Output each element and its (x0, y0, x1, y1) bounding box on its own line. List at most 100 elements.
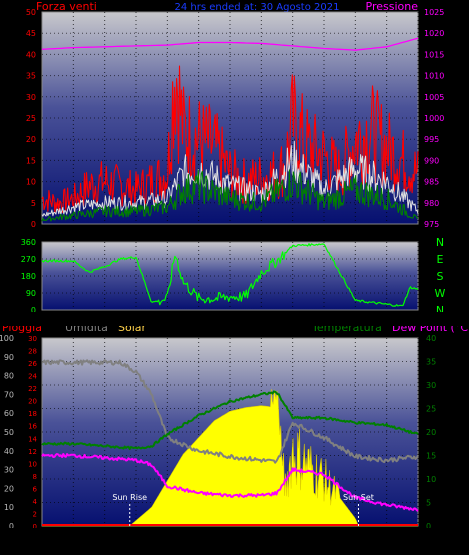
spacer (0, 238, 469, 242)
temperature-series-line (41, 390, 419, 451)
y-tick-label-right: 20 (426, 428, 436, 437)
x-tick-label: 04 (99, 316, 111, 326)
x-tick-label: 14 (256, 316, 268, 326)
x-tick-label: 12 (224, 316, 235, 326)
y-tick-label-right: 980 (424, 199, 439, 208)
y-tick-label-left: 35 (26, 72, 36, 81)
x-tick-label: 20 (350, 316, 362, 326)
x-tick-label: 16 (287, 230, 299, 240)
y-tick-label-left-inner: 26 (28, 360, 37, 368)
y-tick-label-right: 1010 (424, 72, 444, 81)
x-tick-label: 04 (99, 230, 111, 240)
x-tick-label: 22 (381, 316, 392, 326)
sunset-label: Sun Set (343, 493, 374, 502)
x-tick-label: 12 (224, 230, 235, 240)
y-tick-label-left-inner: 18 (28, 410, 37, 418)
y-tick-label-left-inner: 2 (33, 510, 37, 518)
x-tick-label: 18 (318, 316, 330, 326)
y-tick-label-left-inner: 30 (28, 335, 37, 343)
x-tick-label: 22 (381, 230, 392, 240)
y-tick-label-right: 1025 (424, 8, 444, 17)
y-tick-label-left: 30 (26, 93, 36, 102)
y-tick-label-right: 5 (426, 499, 431, 508)
x-tick-label: 02 (68, 230, 79, 240)
x-tick-label: 00 (412, 316, 424, 326)
compass-label: W (435, 287, 446, 300)
x-tick-label: 08 (162, 316, 174, 326)
x-tick-label: 16 (287, 316, 299, 326)
y-tick-label-left: 20 (26, 135, 36, 144)
x-tick-label: 06 (130, 230, 142, 240)
sunrise-label: Sun Rise (112, 493, 147, 502)
x-tick-label: 14 (256, 540, 268, 550)
x-tick-label: 16 (287, 540, 299, 550)
average-wind-series-line (41, 140, 419, 217)
y-tick-label-left: 15 (26, 156, 36, 165)
x-tick-label: 14 (256, 230, 268, 240)
direction-series-line (41, 243, 419, 307)
y-tick-label-left-outer: 20 (4, 484, 14, 493)
x-tick-label: 08 (162, 540, 174, 550)
y-tick-label-left-outer: 80 (4, 372, 14, 381)
y-tick-label-left: 0 (31, 220, 36, 229)
y-tick-label-right: 975 (424, 220, 439, 229)
y-tick-label-left: 180 (21, 272, 36, 281)
x-tick-label: 20 (350, 540, 362, 550)
y-tick-label-left-outer: 100 (0, 334, 14, 343)
x-tick-label: 10 (193, 540, 205, 550)
y-tick-label-left-inner: 0 (33, 523, 37, 531)
y-tick-label-right: 0 (426, 522, 431, 531)
y-tick-label-left-outer: 0 (9, 522, 14, 531)
dewpoint-series-line (41, 453, 419, 512)
y-tick-label-left-outer: 50 (4, 428, 14, 437)
x-tick-label: 18 (318, 230, 330, 240)
y-tick-label-right: 1015 (424, 50, 444, 59)
y-tick-label-left-inner: 6 (33, 485, 38, 493)
chart-title: 24 hrs ended at: 30 Agosto 2021 (175, 2, 340, 13)
y-tick-label-left-outer: 70 (4, 390, 14, 399)
y-tick-label-left: 270 (21, 255, 36, 264)
y-tick-label-right: 35 (426, 358, 436, 367)
y-tick-label-right: 1000 (424, 114, 444, 123)
x-tick-label: 10 (193, 230, 205, 240)
y-tick-label-left-inner: 20 (28, 398, 37, 406)
x-tick-label: 02 (68, 540, 79, 550)
x-tick-label: 10 (193, 316, 205, 326)
y-tick-label-left-outer: 90 (4, 353, 14, 362)
x-tick-label: 02 (68, 316, 79, 326)
y-tick-label-left-outer: 60 (4, 409, 14, 418)
y-tick-label-left-inner: 24 (28, 373, 37, 381)
compass-label: N (436, 236, 444, 249)
y-tick-label-right: 1005 (424, 93, 444, 102)
wind-speed-label: Forza venti (36, 0, 97, 13)
x-tick-label: 12 (224, 540, 235, 550)
y-tick-label-left-inner: 4 (33, 498, 38, 506)
sun-noon-label: Sun Noon (211, 541, 245, 549)
compass-label: N (436, 304, 444, 317)
y-tick-label-left-inner: 14 (28, 435, 37, 443)
y-tick-label-left: 50 (26, 8, 36, 17)
x-tick-label: 22 (381, 540, 392, 550)
x-tick-label: 18 (318, 540, 330, 550)
y-tick-label-left-inner: 8 (33, 473, 37, 481)
x-tick-label: 06 (130, 540, 142, 550)
y-tick-label-left-inner: 10 (28, 460, 37, 468)
y-tick-label-left-inner: 28 (28, 348, 37, 356)
y-tick-label-right: 985 (424, 178, 439, 187)
tick-band (0, 226, 469, 240)
y-tick-label-left-outer: 30 (4, 466, 14, 475)
humidity-series-line (41, 359, 419, 464)
y-tick-label-left: 25 (26, 114, 36, 123)
x-tick-label: 00 (412, 230, 424, 240)
x-tick-label: 08 (162, 230, 174, 240)
x-tick-label: 06 (130, 316, 142, 326)
compass-label: E (437, 253, 444, 266)
y-tick-label-right: 30 (426, 381, 436, 390)
y-tick-label-left: 40 (26, 50, 36, 59)
direction-grid (42, 242, 419, 310)
y-tick-label-right: 10 (426, 475, 436, 484)
y-tick-label-left-inner: 16 (28, 423, 37, 431)
x-tick-label: 00 (412, 540, 424, 550)
y-tick-label-left: 360 (21, 238, 36, 247)
